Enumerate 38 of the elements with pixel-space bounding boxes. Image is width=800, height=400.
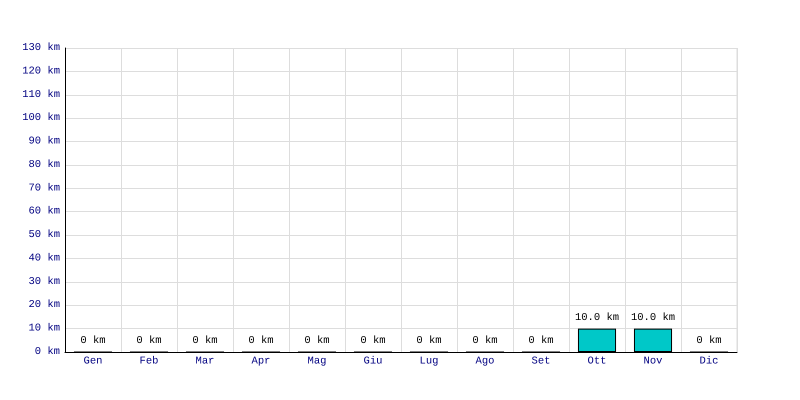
- y-tick-label: 80 km: [28, 158, 60, 171]
- y-tick-label: 60 km: [28, 206, 60, 218]
- y-tick-label: 120 km: [22, 65, 60, 78]
- x-tick-label: Gen: [84, 356, 102, 368]
- data-label: 0 km: [360, 335, 386, 347]
- data-label: 0 km: [696, 335, 722, 347]
- x-tick-label: Lug: [420, 356, 438, 368]
- data-label: 10.0 km: [630, 312, 676, 324]
- data-label: 0 km: [304, 335, 330, 347]
- data-label: 0 km: [416, 335, 442, 347]
- data-label: 0 km: [528, 335, 554, 347]
- x-tick-label: Giu: [364, 356, 382, 368]
- x-tick-label: Mag: [308, 356, 326, 368]
- x-tick-label: Ott: [588, 356, 606, 368]
- x-tick-label: Ago: [476, 356, 494, 368]
- x-tick-label: Mar: [196, 356, 214, 368]
- y-tick-label: 10 km: [28, 322, 60, 335]
- data-label: 0 km: [192, 335, 218, 347]
- y-tick-label: 110 km: [22, 88, 60, 101]
- y-tick-label: 30 km: [28, 276, 60, 288]
- x-tick-label: Nov: [644, 356, 662, 368]
- y-tick-label: 20 km: [28, 299, 60, 312]
- y-tick-label: 50 km: [28, 229, 60, 242]
- y-tick-label: 130 km: [22, 42, 60, 54]
- data-label: 0 km: [80, 335, 106, 347]
- x-tick-label: Dic: [700, 356, 718, 368]
- x-tick-label: Apr: [252, 356, 270, 368]
- y-tick-label: 100 km: [22, 112, 60, 124]
- data-label: 0 km: [136, 335, 162, 347]
- data-label: 0 km: [472, 335, 498, 347]
- x-tick-label: Feb: [140, 356, 158, 368]
- data-label: 10.0 km: [574, 312, 620, 324]
- y-tick-label: 90 km: [28, 136, 60, 148]
- y-tick-label: 70 km: [28, 182, 60, 194]
- y-tick-label: 40 km: [28, 252, 60, 264]
- data-label: 0 km: [248, 335, 274, 347]
- y-tick-label: 0 km: [34, 346, 60, 358]
- x-tick-label: Set: [532, 356, 550, 368]
